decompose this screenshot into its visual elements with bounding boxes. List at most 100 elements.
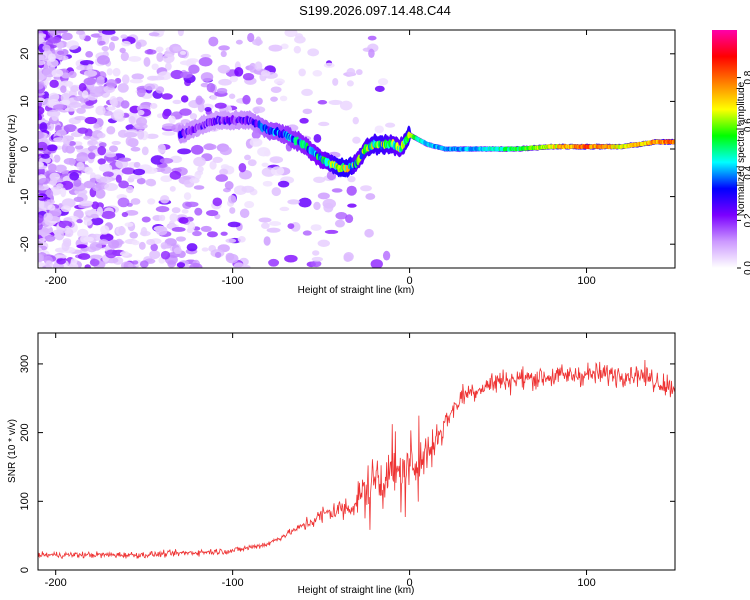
spectrogram-noise-blob [106, 68, 113, 76]
spectrogram-noise-blob [45, 260, 53, 268]
spectrogram-frame [37, 29, 676, 269]
snr-y-ticks: 0 100 200 300 [19, 355, 675, 573]
spectrogram-noise-blob [242, 72, 255, 81]
spectrogram-noise-blob [61, 32, 73, 41]
spectrogram-noise-blob [53, 154, 61, 163]
spectrogram-noise-blob [179, 50, 187, 55]
x-tick-label: -100 [222, 275, 244, 287]
spectrogram-noise-blob [104, 183, 118, 192]
spectrogram-noise-blob [52, 229, 67, 234]
spectrogram-noise-blob [120, 100, 130, 109]
spectrogram-noise-blob [76, 219, 83, 224]
spectrogram-noise-blob [180, 71, 193, 79]
spectrogram-noise-blob [318, 121, 330, 127]
spectrogram-noise-blob [98, 142, 107, 148]
spectrogram-noise-blob [38, 119, 49, 125]
spectrogram-noise-blob [101, 210, 116, 220]
spectrogram-noise-blob [164, 238, 177, 247]
figure-title: S199.2026.097.14.48.C44 [299, 3, 451, 18]
spectrogram-noise-blob [218, 78, 232, 86]
spectrogram-noise-blob [198, 57, 213, 67]
spectrogram-noise-blob [229, 75, 239, 83]
spectrogram-noise-blob [374, 85, 385, 92]
spectrogram-noise-blob [171, 207, 181, 214]
spectrogram-noise-blob [105, 106, 116, 111]
spectrogram-noise-blob [346, 68, 356, 76]
spectrogram-noise-blob [155, 206, 170, 213]
spectrogram-noise-blob [270, 86, 282, 93]
spectrogram-noise-blob [119, 47, 126, 54]
spectrogram-noise-blob [125, 136, 133, 146]
spectrogram-noise-blob [148, 32, 160, 37]
spectrogram-noise-blob [279, 95, 288, 102]
spectrogram-noise-blob [298, 68, 306, 77]
spectrogram-noise-blob [147, 198, 156, 205]
spectrogram-noise-blob [47, 36, 62, 44]
spectrogram-noise-blob [89, 258, 100, 267]
spectrogram-noise-blob [280, 43, 289, 50]
spectrogram-noise-blob [56, 183, 64, 189]
spectrogram-noise-blob [54, 164, 67, 173]
spectrogram-noise-blob [83, 219, 93, 226]
spectrogram-noise-blob [87, 152, 96, 160]
spectrogram-noise-blob [143, 83, 156, 91]
spectrogram-noise-blob [115, 174, 122, 183]
spectrogram-noise-blob [287, 223, 295, 229]
spectrogram-noise-blob [192, 230, 202, 237]
spectrogram-noise-blob [313, 134, 322, 143]
spectrogram-noise-blob [68, 141, 76, 146]
spectrogram-noise-blob [367, 35, 377, 41]
snr-panel: -200 -100 0 100 0 100 200 300 Height of straig… [7, 332, 676, 596]
spectrogram-noise-blob [206, 231, 218, 238]
colorbar-tick-label: 0.0 [743, 261, 750, 275]
spectrogram-noise-blob [68, 262, 79, 268]
spectrogram-noise-blob [131, 260, 139, 265]
spectrogram-noise-blob [262, 180, 273, 187]
spectrogram-noise-blob [312, 70, 323, 77]
spectrogram-noise-blob [40, 153, 50, 159]
spectrogram-noise-blob [273, 78, 285, 85]
spectrogram-noise-blob [254, 61, 263, 71]
spectrogram-noise-blob [169, 170, 182, 180]
spectrogram-noise-blob [189, 262, 203, 268]
spectrogram-noise-blob [84, 264, 91, 268]
spectrogram-noise-blob [98, 239, 109, 246]
spectrogram-noise-blob [225, 253, 239, 264]
spectrogram-noise-blob [187, 221, 196, 232]
spectrogram-noise-blob [227, 195, 237, 204]
spectrogram-noise-blob [124, 222, 134, 227]
spectrogram-noise-blob [219, 168, 229, 176]
spectrogram-noise-blob [162, 110, 170, 120]
spectrogram-noise-blob [96, 132, 106, 139]
spectrogram-noise-blob [125, 185, 134, 194]
spectrogram-noise-blob [100, 225, 110, 235]
spectrogram-noise-blob [121, 212, 129, 218]
spectrogram-noise-blob [201, 247, 209, 252]
spectrogram-noise-blob [284, 254, 298, 263]
spectrogram-noise-blob [46, 144, 58, 152]
spectrogram-noise-blob [189, 113, 198, 120]
spectrogram-noise-blob [120, 34, 128, 39]
spectrogram-noise-blob [224, 181, 234, 190]
spectrogram-noise-blob [332, 78, 339, 86]
spectrogram-noise-blob [169, 186, 176, 192]
spectrogram-noise-blob [284, 30, 298, 38]
spectrogram-noise-blob [74, 116, 87, 121]
spectrogram-noise-blob [270, 96, 278, 102]
spectrogram-noise-blob [138, 241, 146, 250]
spectrogram-noise-blob [38, 185, 45, 191]
spectrogram-noise-blob [352, 136, 361, 144]
spectrogram-noise-blob [38, 194, 45, 200]
spectrogram-noise-blob [108, 239, 120, 249]
spectrogram-noise-blob [212, 197, 223, 207]
spectrogram-noise-blob [183, 192, 192, 201]
spectrogram-noise-blob [160, 175, 173, 183]
spectrogram-noise-blob [377, 78, 389, 86]
spectrogram-noise-blob [39, 122, 48, 132]
spectrogram-noise-blob [216, 87, 228, 94]
y-tick-label: -10 [19, 189, 31, 205]
spectrogram-noise-blob [161, 131, 176, 136]
spectrogram-noise-blob [160, 250, 171, 260]
spectrogram-noise-blob [244, 154, 251, 161]
spectrogram-noise-blob [137, 109, 145, 116]
